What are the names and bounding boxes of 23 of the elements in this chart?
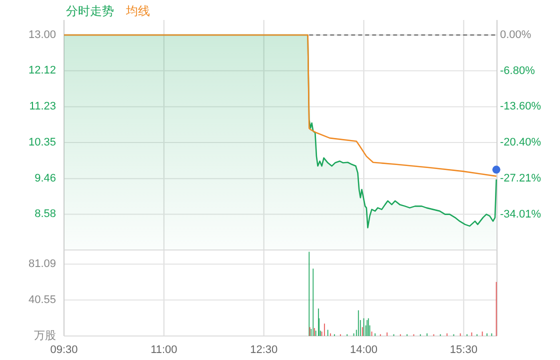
x-tick-label: 12:30 [250,344,278,356]
y-tick-label: 13.00 [28,28,56,41]
x-tick-label: 15:30 [450,344,478,356]
y2-tick-label: -27.21% [500,172,542,184]
y2-tick-label: -34.01% [500,208,542,220]
y-tick-label: 10.35 [28,136,56,148]
y2-tick-label: -13.60% [500,100,542,113]
series-label: 分时走势 [66,4,114,18]
y-tick-label: 81.09 [28,258,56,270]
y2-tick-label: -20.40% [500,136,542,148]
line-series [63,34,497,177]
y-tick-label: 11.23 [29,100,56,113]
x-tick-label: 09:30 [50,344,78,356]
y-tick-label: 9.46 [34,172,56,185]
x-tick-label: 11:00 [150,344,178,356]
x-tick-label: 14:00 [350,344,378,356]
y-tick-label: 12.12 [28,64,56,77]
y2-tick-label: -6.80% [500,64,536,77]
y-tick-label: 8.58 [34,208,56,220]
y-tick-label: 万股 [34,330,56,342]
series-label: 均线 [125,4,150,18]
y-tick-label: 40.55 [28,294,56,306]
y2-tick-label: 0.00% [500,28,532,41]
